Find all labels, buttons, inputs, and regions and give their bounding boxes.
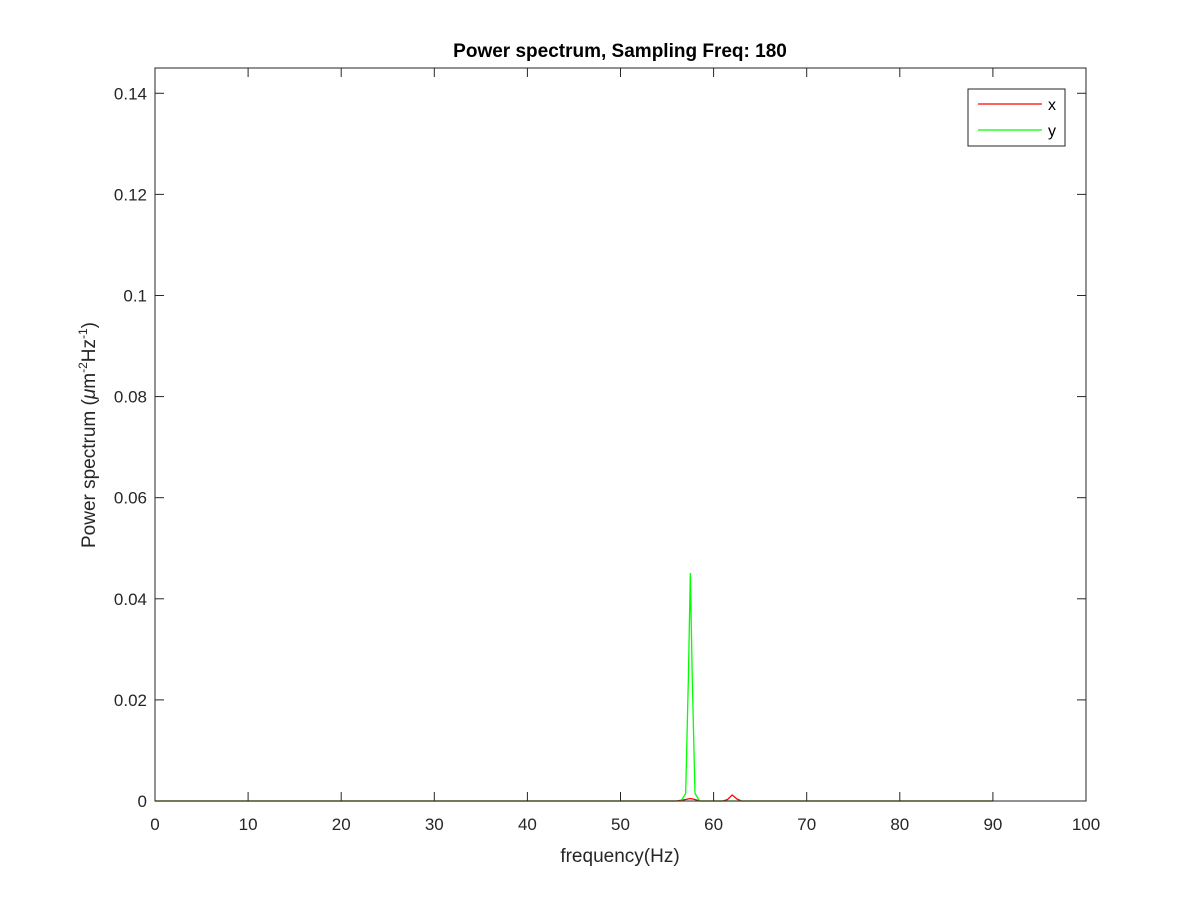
y-tick-label: 0.08: [114, 388, 147, 407]
y-label-mu: μ: [79, 388, 100, 400]
x-axis-label: frequency(Hz): [560, 846, 679, 867]
legend: x y: [967, 88, 1066, 147]
x-axis-ticks: 0 10 20 30 40 50 60 70 80 90 100: [150, 68, 1100, 834]
y-tick-label: 0.02: [114, 691, 147, 710]
x-tick-label: 70: [797, 815, 816, 834]
chart-title: Power spectrum, Sampling Freq: 180: [453, 41, 787, 62]
y-label-hz: Hz: [79, 339, 100, 362]
plot-area: [155, 68, 1086, 801]
x-tick-label: 100: [1072, 815, 1100, 834]
y-label-suffix: ): [79, 322, 100, 328]
x-tick-label: 10: [239, 815, 258, 834]
y-tick-label: 0.06: [114, 489, 147, 508]
y-tick-label: 0.14: [114, 84, 147, 103]
legend-box: [967, 88, 1066, 147]
x-tick-label: 60: [704, 815, 723, 834]
y-label-m: m: [79, 373, 100, 389]
x-tick-label: 0: [150, 815, 159, 834]
legend-label-y: y: [1048, 123, 1056, 140]
x-tick-label: 50: [611, 815, 630, 834]
y-tick-label: 0: [138, 792, 147, 811]
x-tick-label: 40: [518, 815, 537, 834]
y-tick-label: 0.04: [114, 590, 147, 609]
y-tick-label: 0.12: [114, 185, 147, 204]
y-axis-ticks: 0 0.02 0.04 0.06 0.08 0.1 0.12 0.14: [114, 84, 1086, 811]
legend-label-x: x: [1048, 97, 1056, 114]
y-label-sup2: -1: [76, 328, 90, 339]
y-label-prefix: Power spectrum (: [79, 398, 100, 548]
x-tick-label: 20: [332, 815, 351, 834]
y-tick-label: 0.1: [123, 286, 147, 305]
y-axis-label: Power spectrum (μm-2Hz-1): [76, 322, 100, 548]
x-tick-label: 30: [425, 815, 444, 834]
x-tick-label: 80: [890, 815, 909, 834]
x-tick-label: 90: [983, 815, 1002, 834]
y-label-sup1: -2: [76, 362, 90, 373]
